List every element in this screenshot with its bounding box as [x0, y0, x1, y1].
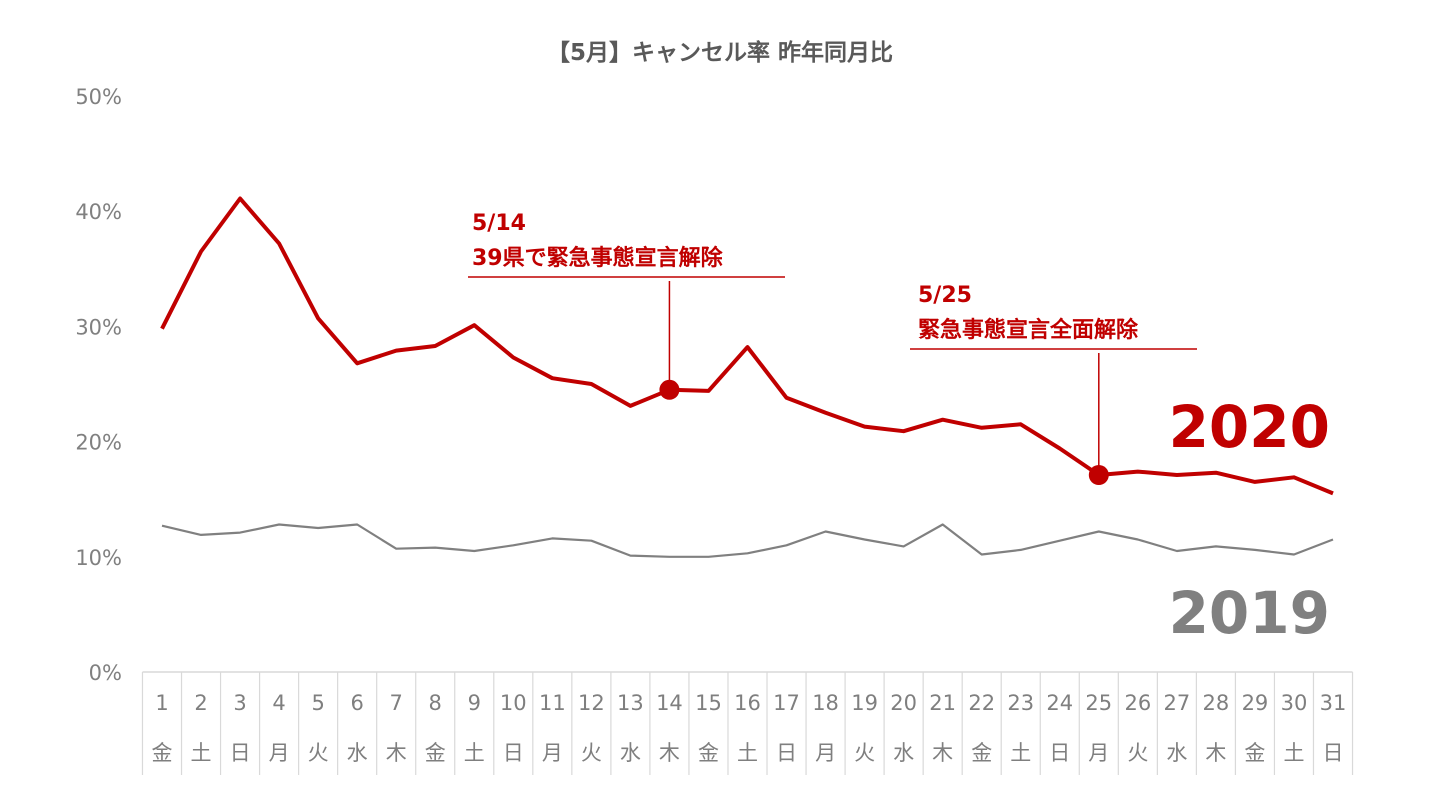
x-tick-day: 29	[1242, 691, 1269, 715]
series-line-2020	[160, 196, 1334, 496]
y-tick-label: 50%	[75, 85, 122, 109]
x-tick-weekday: 火	[308, 741, 329, 765]
x-tick-day: 25	[1085, 691, 1112, 715]
x-tick-weekday: 月	[1088, 741, 1109, 765]
y-tick-label: 40%	[75, 200, 122, 224]
x-tick-day: 30	[1281, 691, 1308, 715]
x-tick-weekday: 月	[269, 741, 290, 765]
x-tick-day: 10	[500, 691, 527, 715]
x-tick-day: 19	[851, 691, 878, 715]
x-tick-day: 20	[890, 691, 917, 715]
annotation-text: 39県で緊急事態宣言解除	[472, 245, 724, 271]
x-tick-weekday: 日	[1049, 741, 1070, 765]
y-tick-label: 0%	[89, 661, 122, 685]
annotation-marker	[659, 379, 680, 400]
x-tick-weekday: 日	[776, 741, 797, 765]
x-tick-day: 1	[155, 691, 168, 715]
x-tick-weekday: 木	[932, 741, 953, 765]
x-tick-day: 24	[1046, 691, 1073, 715]
x-tick-day: 12	[578, 691, 605, 715]
x-tick-day: 17	[773, 691, 800, 715]
x-tick-weekday: 水	[893, 741, 914, 765]
x-tick-weekday: 火	[854, 741, 875, 765]
x-tick-weekday: 土	[1010, 741, 1031, 765]
y-tick-label: 20%	[75, 431, 122, 455]
x-tick-weekday: 木	[386, 741, 407, 765]
x-tick-day: 16	[734, 691, 761, 715]
x-tick-day: 5	[311, 691, 324, 715]
x-tick-weekday: 土	[1283, 741, 1304, 765]
x-tick-day: 4	[272, 691, 285, 715]
series-lines	[160, 196, 1334, 558]
x-tick-weekday: 火	[1127, 741, 1148, 765]
x-tick-day: 18	[812, 691, 839, 715]
x-tick-weekday: 金	[152, 741, 173, 765]
x-tick-weekday: 日	[1323, 741, 1344, 765]
y-tick-label: 30%	[75, 315, 122, 339]
x-tick-weekday: 水	[1166, 741, 1187, 765]
annotation-marker	[1088, 465, 1109, 486]
x-tick-weekday: 土	[191, 741, 212, 765]
x-tick-weekday: 火	[581, 741, 602, 765]
x-tick-day: 2	[194, 691, 207, 715]
legend-2020: 2020	[1169, 393, 1330, 461]
x-tick-weekday: 土	[737, 741, 758, 765]
x-tick-day: 26	[1124, 691, 1151, 715]
x-tick-day: 15	[695, 691, 722, 715]
x-tick-day: 27	[1163, 691, 1190, 715]
x-tick-weekday: 金	[698, 741, 719, 765]
x-tick-day: 28	[1203, 691, 1230, 715]
x-tick-weekday: 金	[425, 741, 446, 765]
x-tick-weekday: 日	[503, 741, 524, 765]
annotation-text: 緊急事態宣言全面解除	[918, 317, 1139, 343]
x-axis-table: 1 金 2 土 3 日 4 月 5 火 6 水 7 木 8 金 9 土 10 日 11 月 12 火 13 水 14 木 15 金 16 土 1…	[141, 671, 1354, 775]
x-tick-day: 13	[617, 691, 644, 715]
chart-title: 【5月】キャンセル率 昨年同月比	[547, 39, 893, 66]
x-tick-weekday: 水	[347, 741, 368, 765]
x-tick-day: 22	[968, 691, 995, 715]
x-tick-weekday: 金	[1244, 741, 1265, 765]
x-tick-weekday: 金	[971, 741, 992, 765]
x-tick-day: 7	[390, 691, 403, 715]
x-tick-weekday: 木	[1205, 741, 1226, 765]
legend-2019: 2019	[1169, 579, 1330, 647]
x-tick-day: 9	[468, 691, 481, 715]
y-tick-label: 10%	[75, 546, 122, 570]
x-tick-weekday: 土	[464, 741, 485, 765]
annotation-text: 5/14	[472, 211, 526, 236]
series-line-2019	[161, 523, 1334, 558]
y-axis: 0% 10% 20% 30% 40% 50%	[75, 85, 122, 685]
x-tick-day: 14	[656, 691, 683, 715]
annotations: 5/14 39県で緊急事態宣言解除 5/25 緊急事態宣言全面解除	[468, 211, 1197, 486]
x-tick-day: 23	[1007, 691, 1034, 715]
x-tick-day: 3	[233, 691, 246, 715]
x-tick-weekday: 水	[620, 741, 641, 765]
x-tick-day: 31	[1320, 691, 1347, 715]
x-tick-day: 21	[929, 691, 956, 715]
x-tick-day: 6	[350, 691, 363, 715]
x-tick-weekday: 月	[815, 741, 836, 765]
x-tick-weekday: 日	[230, 741, 251, 765]
x-tick-weekday: 月	[542, 741, 563, 765]
x-tick-day: 11	[539, 691, 566, 715]
annotation-text: 5/25	[918, 283, 972, 308]
x-tick-weekday: 木	[659, 741, 680, 765]
x-tick-day: 8	[429, 691, 442, 715]
